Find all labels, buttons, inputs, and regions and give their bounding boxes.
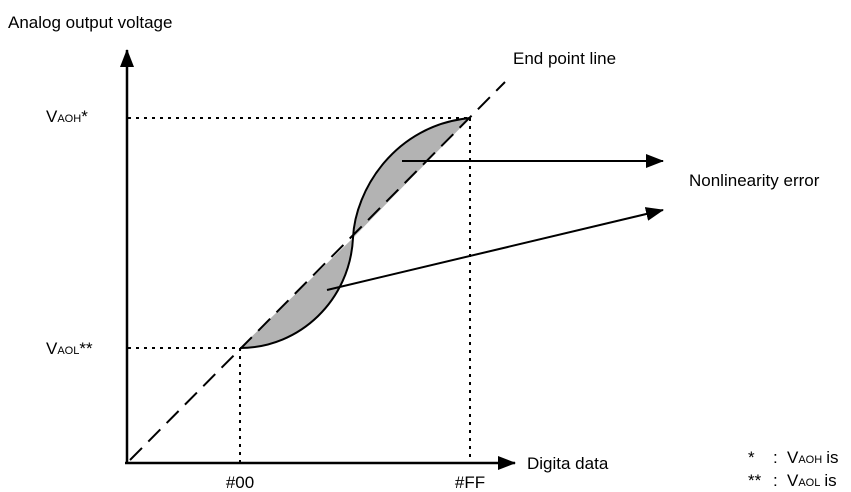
x-axis-label: Digita data: [527, 454, 609, 473]
end-point-line-label: End point line: [513, 49, 616, 68]
transfer-curve: [239, 117, 471, 349]
x-tick-00: #00: [226, 473, 254, 492]
footnote-vaol: ** : VAOL is: [748, 471, 837, 490]
vaol-label: VAOL**: [46, 339, 93, 358]
nonlinearity-arrow-lower: [326, 207, 664, 291]
vaoh-label: VAOH*: [46, 107, 88, 126]
footnote-vaoh: * : VAOH is: [748, 448, 838, 467]
x-tick-ff: #FF: [455, 473, 485, 492]
nonlinearity-error-label: Nonlinearity error: [689, 171, 820, 190]
end-point-line: [129, 81, 506, 461]
y-axis-label: Analog output voltage: [8, 13, 172, 32]
error-region-upper: [353, 118, 470, 238]
